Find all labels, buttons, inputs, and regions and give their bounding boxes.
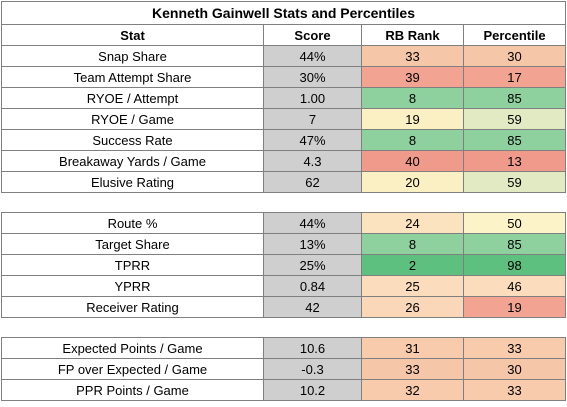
table-row: Elusive Rating 62 20 59 [1,171,567,193]
stat-cell: Breakaway Yards / Game [1,150,264,172]
score-cell: 10.2 [263,379,362,401]
score-cell: 1.00 [263,87,362,109]
rb-rank-cell: 24 [361,212,464,234]
stat-cell: PPR Points / Game [1,379,264,401]
stat-cell: Expected Points / Game [1,337,264,359]
score-cell: -0.3 [263,358,362,380]
score-cell: 62 [263,171,362,193]
stat-cell: FP over Expected / Game [1,358,264,380]
rb-rank-cell: 8 [361,87,464,109]
table-row: Target Share 13% 8 85 [1,233,567,255]
percentile-cell: 33 [462,379,567,401]
table-row: TPRR 25% 2 98 [1,254,567,276]
rb-rank-cell: 33 [361,358,464,380]
score-cell: 10.6 [263,337,362,359]
section-spacer [2,193,566,213]
table-title: Kenneth Gainwell Stats and Percentiles [0,1,567,25]
percentile-cell: 98 [462,254,567,276]
rb-rank-cell: 19 [361,108,464,130]
percentile-cell: 85 [462,129,567,151]
spacer-cell [2,318,566,338]
stat-cell: Success Rate [1,129,264,151]
percentile-cell: 46 [462,275,567,297]
score-cell: 13% [263,233,362,255]
score-cell: 25% [263,254,362,276]
rb-rank-cell: 32 [361,379,464,401]
header-percentile: Percentile [462,24,567,46]
stat-cell: Team Attempt Share [1,66,264,88]
stat-cell: Receiver Rating [1,296,264,318]
section-spacer [2,318,566,338]
table-body: Snap Share 44% 33 30 Team Attempt Share 30% 39… [1,45,567,401]
table-row: RYOE / Attempt 1.00 8 85 [1,87,567,109]
score-cell: 42 [263,296,362,318]
stat-cell: TPRR [1,254,264,276]
rb-rank-cell: 40 [361,150,464,172]
percentile-cell: 30 [462,358,567,380]
table-row: Success Rate 47% 8 85 [1,129,567,151]
rb-rank-cell: 39 [361,66,464,88]
rb-rank-cell: 2 [361,254,464,276]
rb-rank-cell: 8 [361,233,464,255]
rb-rank-cell: 25 [361,275,464,297]
rb-rank-cell: 8 [361,129,464,151]
percentile-cell: 17 [462,66,567,88]
percentile-cell: 85 [462,87,567,109]
stat-cell: Snap Share [1,45,264,67]
percentile-cell: 59 [462,108,567,130]
stat-cell: YPRR [1,275,264,297]
table-row: Team Attempt Share 30% 39 17 [1,66,567,88]
score-cell: 44% [263,45,362,67]
score-cell: 0.84 [263,275,362,297]
table-row: Expected Points / Game 10.6 31 33 [1,337,567,359]
rb-rank-cell: 33 [361,45,464,67]
rb-rank-cell: 31 [361,337,464,359]
score-cell: 47% [263,129,362,151]
stat-cell: RYOE / Game [1,108,264,130]
table-row: YPRR 0.84 25 46 [1,275,567,297]
score-cell: 4.3 [263,150,362,172]
header-stat: Stat [1,24,264,46]
percentile-cell: 33 [462,337,567,359]
percentile-cell: 30 [462,45,567,67]
table-row: Route % 44% 24 50 [1,212,567,234]
percentile-cell: 59 [462,171,567,193]
percentile-cell: 85 [462,233,567,255]
rb-rank-cell: 20 [361,171,464,193]
stat-cell: Route % [1,212,264,234]
score-cell: 30% [263,66,362,88]
stat-cell: Target Share [1,233,264,255]
header-score: Score [263,24,362,46]
spacer-cell [2,193,566,213]
table-row: Breakaway Yards / Game 4.3 40 13 [1,150,567,172]
table-row: FP over Expected / Game -0.3 33 30 [1,358,567,380]
header-rank: RB Rank [361,24,464,46]
stat-cell: Elusive Rating [1,171,264,193]
rb-rank-cell: 26 [361,296,464,318]
stat-cell: RYOE / Attempt [1,87,264,109]
table-row: Snap Share 44% 33 30 [1,45,567,67]
score-cell: 44% [263,212,362,234]
percentile-cell: 19 [462,296,567,318]
percentile-cell: 50 [462,212,567,234]
table-row: PPR Points / Game 10.2 32 33 [1,379,567,401]
percentile-cell: 13 [462,150,567,172]
table-row: RYOE / Game 7 19 59 [1,108,567,130]
table-row: Receiver Rating 42 26 19 [1,296,567,318]
score-cell: 7 [263,108,362,130]
